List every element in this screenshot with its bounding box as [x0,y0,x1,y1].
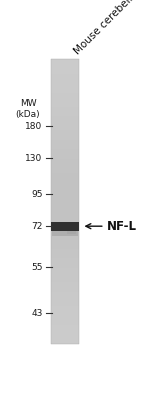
Bar [51,59,79,344]
Bar [51,277,79,282]
Bar [51,173,79,178]
Bar [51,249,79,254]
Text: 43: 43 [31,309,43,318]
Bar [51,305,79,310]
Bar [51,144,79,149]
Bar [51,197,79,202]
Bar [51,254,79,259]
Bar [51,301,79,306]
Bar [51,234,79,239]
Bar [51,59,79,64]
Bar [51,68,79,73]
Bar [51,116,79,121]
Bar [51,139,79,145]
Bar [51,73,79,78]
Bar [51,225,79,230]
Text: NF-L: NF-L [107,220,137,233]
Bar [51,187,79,192]
Text: MW
(kDa): MW (kDa) [16,99,40,119]
Bar [51,230,79,235]
Bar [51,315,79,320]
Text: 180: 180 [25,122,43,131]
Bar [51,64,79,69]
Bar [51,320,79,325]
Bar [51,83,79,88]
Bar [51,111,79,116]
Bar [51,178,79,183]
Bar [51,102,79,107]
Bar [51,164,79,168]
Bar [51,78,79,83]
Bar [51,282,79,287]
Bar [51,325,79,330]
Bar [51,130,79,135]
Bar [51,192,79,197]
Bar [51,263,79,268]
Bar [51,135,79,140]
Bar [51,310,79,315]
Bar [51,154,79,159]
Bar [51,206,79,211]
Bar [51,211,79,216]
Bar [52,231,78,237]
Bar [51,268,79,273]
Bar [51,88,79,93]
Bar [51,149,79,154]
Text: 95: 95 [31,190,43,199]
Bar [51,159,79,164]
Bar [51,272,79,277]
Text: Mouse cerebellum: Mouse cerebellum [72,0,147,56]
Bar [51,107,79,112]
Bar [51,329,79,334]
Bar [51,220,79,225]
Bar [51,92,79,97]
Text: 55: 55 [31,263,43,271]
Bar [51,222,79,231]
Bar [67,231,76,234]
Bar [51,168,79,173]
Bar [51,339,79,344]
Bar [51,334,79,339]
Bar [51,244,79,249]
Bar [51,121,79,126]
Bar [51,258,79,263]
Bar [51,291,79,296]
Text: 130: 130 [25,154,43,163]
Bar [51,201,79,206]
Bar [51,215,79,220]
Bar [51,296,79,301]
Bar [51,287,79,292]
Bar [51,239,79,244]
Bar [51,125,79,130]
Text: 72: 72 [31,222,43,231]
Bar [51,182,79,187]
Bar [51,97,79,102]
